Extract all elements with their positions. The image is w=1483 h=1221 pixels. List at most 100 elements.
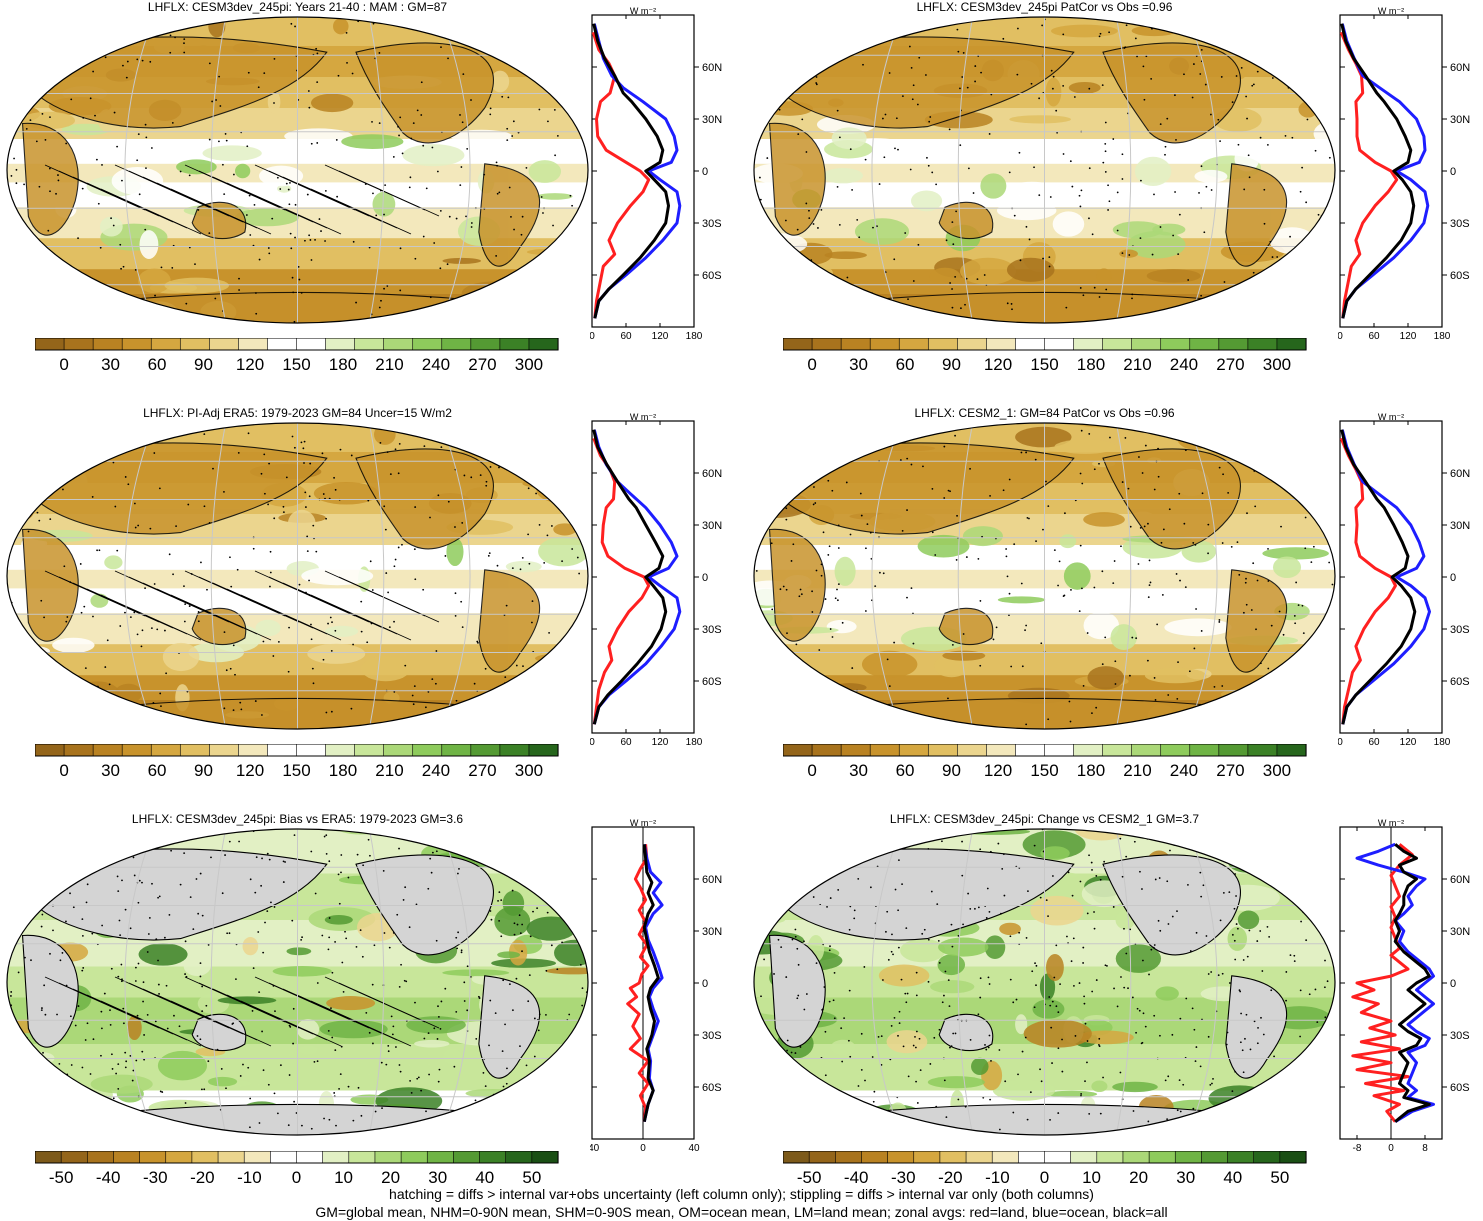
colorbar-swatch — [121, 744, 152, 757]
colorbar-swatch — [1189, 338, 1220, 351]
zonal-lat-label: 0 — [1450, 572, 1456, 584]
colorbar-swatch — [811, 338, 842, 351]
colorbar-swatch — [35, 1151, 62, 1164]
zonal-x-tick-label: 0 — [1338, 331, 1343, 342]
colorbar-swatch — [238, 338, 269, 351]
colorbar-swatch — [927, 338, 958, 351]
zonal-lat-label: 30N — [1450, 926, 1470, 938]
colorbar-swatch — [499, 744, 530, 757]
map-title: LHFLX: CESM3dev_245pi PatCor vs Obs =0.9… — [916, 0, 1173, 14]
zonal-line-ocean — [592, 23, 682, 319]
colorbar-label: -10 — [237, 1168, 262, 1187]
colorbar-label: -20 — [938, 1168, 963, 1187]
map-title: LHFLX: CESM3dev_245pi: Bias vs ERA5: 197… — [131, 812, 464, 826]
colorbar-swatch — [325, 744, 356, 757]
colorbar-swatch — [1253, 1151, 1281, 1164]
zonal-lat-label: 60N — [1450, 62, 1470, 74]
colorbar-label: 120 — [236, 761, 264, 780]
colorbar-label: 20 — [381, 1168, 400, 1187]
zonal-x-tick-label: 120 — [1400, 737, 1417, 748]
zonal-units-label: W m⁻² — [630, 6, 656, 16]
colorbar-swatch — [1015, 338, 1046, 351]
colorbar-label: 210 — [1123, 761, 1151, 780]
colorbar-label: -40 — [844, 1168, 869, 1187]
colorbar-swatch — [63, 744, 94, 757]
colorbar-swatch — [139, 1151, 167, 1164]
colorbar-swatch — [412, 744, 443, 757]
zonal-lat-label: 30S — [702, 624, 722, 636]
colorbar-label: -10 — [985, 1168, 1010, 1187]
colorbar-swatch — [1218, 744, 1249, 757]
colorbar-label: 240 — [422, 355, 450, 374]
colorbar-swatch — [957, 744, 987, 757]
colorbar-label: 180 — [1077, 761, 1105, 780]
zonal-mean-plot: W m⁻² 60N 30N 0 30S 60S 0 60 120 180 — [590, 412, 722, 748]
colorbar: 0 30 60 90 120 150 180 210 240 270 300 — [783, 338, 1307, 374]
zonal-units-label: W m⁻² — [1378, 412, 1404, 422]
colorbar-label: 120 — [984, 355, 1012, 374]
colorbar: 0 30 60 90 120 150 180 210 240 270 300 — [35, 744, 559, 780]
colorbar-swatch — [238, 744, 269, 757]
zonal-line-ocean — [592, 429, 682, 725]
zonal-line-ocean — [1355, 842, 1435, 1123]
zonal-mean-plot: W m⁻² 60N 30N 0 30S 60S 0 60 120 180 — [590, 6, 722, 342]
zonal-lat-label: 60N — [702, 62, 722, 74]
colorbar-label: 300 — [515, 355, 543, 374]
colorbar-swatch — [531, 1151, 559, 1164]
zonal-lat-label: 30S — [1450, 1030, 1470, 1042]
colorbar-swatch — [1096, 1151, 1124, 1164]
zonal-x-tick-label: -8 — [1353, 1143, 1362, 1154]
colorbar-swatch — [412, 338, 443, 351]
world-map — [6, 828, 589, 1136]
colorbar-swatch — [209, 338, 239, 351]
colorbar-label: 150 — [1030, 355, 1058, 374]
zonal-x-tick-label: 180 — [686, 737, 703, 748]
colorbar-swatch — [35, 744, 65, 757]
colorbar-swatch — [1160, 338, 1191, 351]
colorbar-swatch — [1131, 338, 1162, 351]
map-title: LHFLX: CESM2_1: GM=84 PatCor vs Obs =0.9… — [914, 406, 1175, 420]
zonal-lat-label: 30S — [1450, 624, 1470, 636]
zonal-lat-label: 60N — [1450, 874, 1470, 886]
map-title: LHFLX: CESM3dev_245pi: Change vs CESM2_1… — [889, 812, 1200, 826]
colorbar-label: 0 — [59, 355, 68, 374]
colorbar-swatch — [150, 744, 181, 757]
colorbar-label: 40 — [475, 1168, 494, 1187]
colorbar-swatch — [296, 338, 327, 351]
zonal-lat-label: 30S — [1450, 218, 1470, 230]
colorbar-label: 300 — [1263, 761, 1291, 780]
map-panel: LHFLX: CESM3dev_245pi: Change vs CESM2_1… — [752, 812, 1337, 1137]
colorbar-label: 300 — [515, 761, 543, 780]
colorbar-swatch — [783, 744, 813, 757]
zonal-line-land — [1339, 31, 1399, 319]
zonal-line-all — [592, 23, 670, 319]
colorbar-label: 270 — [1216, 355, 1244, 374]
colorbar-label: 180 — [1077, 355, 1105, 374]
zonal-lat-label: 30N — [702, 926, 722, 938]
colorbar-label: 50 — [1270, 1168, 1289, 1187]
zonal-units-label: W m⁻² — [1378, 6, 1404, 16]
colorbar-swatch — [113, 1151, 141, 1164]
zonal-x-tick-label: 180 — [1434, 331, 1451, 342]
zonal-mean-plot: W m⁻² 60N 30N 0 30S 60S -8 0 8 — [1339, 818, 1470, 1154]
world-map — [6, 422, 589, 730]
colorbar-swatch — [453, 1151, 481, 1164]
zonal-line-land — [592, 437, 651, 725]
zonal-lat-label: 30S — [702, 218, 722, 230]
zonal-mean-plot: W m⁻² 60N 30N 0 30S 60S 0 60 120 180 — [1338, 6, 1470, 342]
colorbar-swatch — [861, 1151, 889, 1164]
zonal-x-tick-label: 120 — [652, 331, 669, 342]
zonal-lat-label: 30N — [1450, 114, 1470, 126]
map-panel: LHFLX: CESM3dev_245pi PatCor vs Obs =0.9… — [752, 0, 1337, 325]
colorbar-swatch — [1247, 744, 1278, 757]
colorbar-swatch — [840, 744, 871, 757]
zonal-mean-plot: W m⁻² 60N 30N 0 30S 60S -40 0 40 — [590, 818, 722, 1154]
colorbar-label: 30 — [101, 355, 120, 374]
zonal-line-ocean — [1340, 23, 1430, 319]
zonal-line-land — [591, 31, 651, 319]
map-panel: LHFLX: CESM3dev_245pi: Years 21-40 : MAM… — [5, 0, 590, 325]
colorbar-swatch — [783, 1151, 810, 1164]
colorbar-label: 0 — [59, 761, 68, 780]
colorbar-label: 60 — [896, 355, 915, 374]
colorbar-swatch — [383, 744, 414, 757]
